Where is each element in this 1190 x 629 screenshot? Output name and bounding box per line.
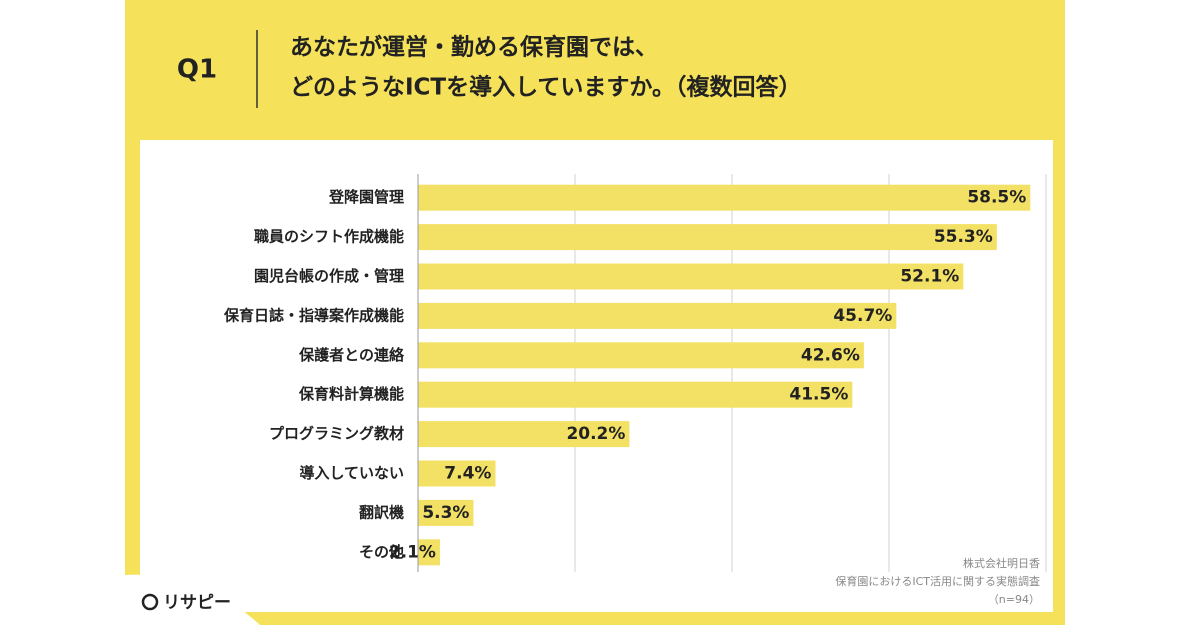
value-label: 5.3%: [422, 503, 469, 523]
value-label: 52.1%: [900, 267, 959, 287]
title-line: あなたが運営・勤める保育園では、: [290, 34, 658, 61]
value-label: 55.3%: [934, 227, 993, 247]
panel: [140, 140, 1053, 612]
category-label: 保育料計算機能: [298, 385, 404, 403]
bar: [418, 342, 864, 369]
category-label: 導入していない: [299, 464, 404, 482]
bar: [418, 421, 630, 448]
logo-icon: [141, 593, 159, 611]
value-label: 42.6%: [801, 345, 860, 365]
category-label: 職員のシフト作成機能: [254, 228, 404, 246]
category-label: プログラミング教材: [269, 425, 404, 443]
value-label: 20.2%: [566, 424, 625, 444]
bar: [418, 539, 440, 566]
logo-bg: [125, 574, 260, 625]
category-label: 保護者との連絡: [298, 346, 405, 364]
bar: [418, 381, 853, 408]
bar: [418, 263, 964, 290]
title-line: どのようなICTを導入していますか。（複数回答）: [290, 74, 801, 101]
value-label: 58.5%: [967, 188, 1026, 208]
bar: [418, 184, 1031, 211]
category-label: その他: [359, 543, 404, 561]
value-label: 45.7%: [833, 306, 892, 326]
bar: [418, 302, 897, 329]
category-label: 翻訳機: [359, 503, 404, 521]
logo: リサピー: [163, 593, 231, 613]
source: 株式会社明日香: [963, 556, 1040, 570]
bar: [418, 499, 474, 526]
bar: [418, 224, 997, 251]
value-label: 2.1%: [389, 542, 436, 562]
category-label: 登降園管理: [328, 188, 404, 206]
question-number: Q1: [177, 55, 217, 85]
value-label: 41.5%: [789, 385, 848, 405]
bar: [418, 460, 496, 487]
source: （n=94）: [988, 593, 1040, 606]
category-label: 保育日誌・指導案作成機能: [223, 306, 404, 324]
value-label: 7.4%: [444, 464, 491, 484]
source: 保育園におけるICT活用に関する実態調査: [835, 574, 1040, 588]
category-label: 園児台帳の作成・管理: [254, 267, 404, 285]
